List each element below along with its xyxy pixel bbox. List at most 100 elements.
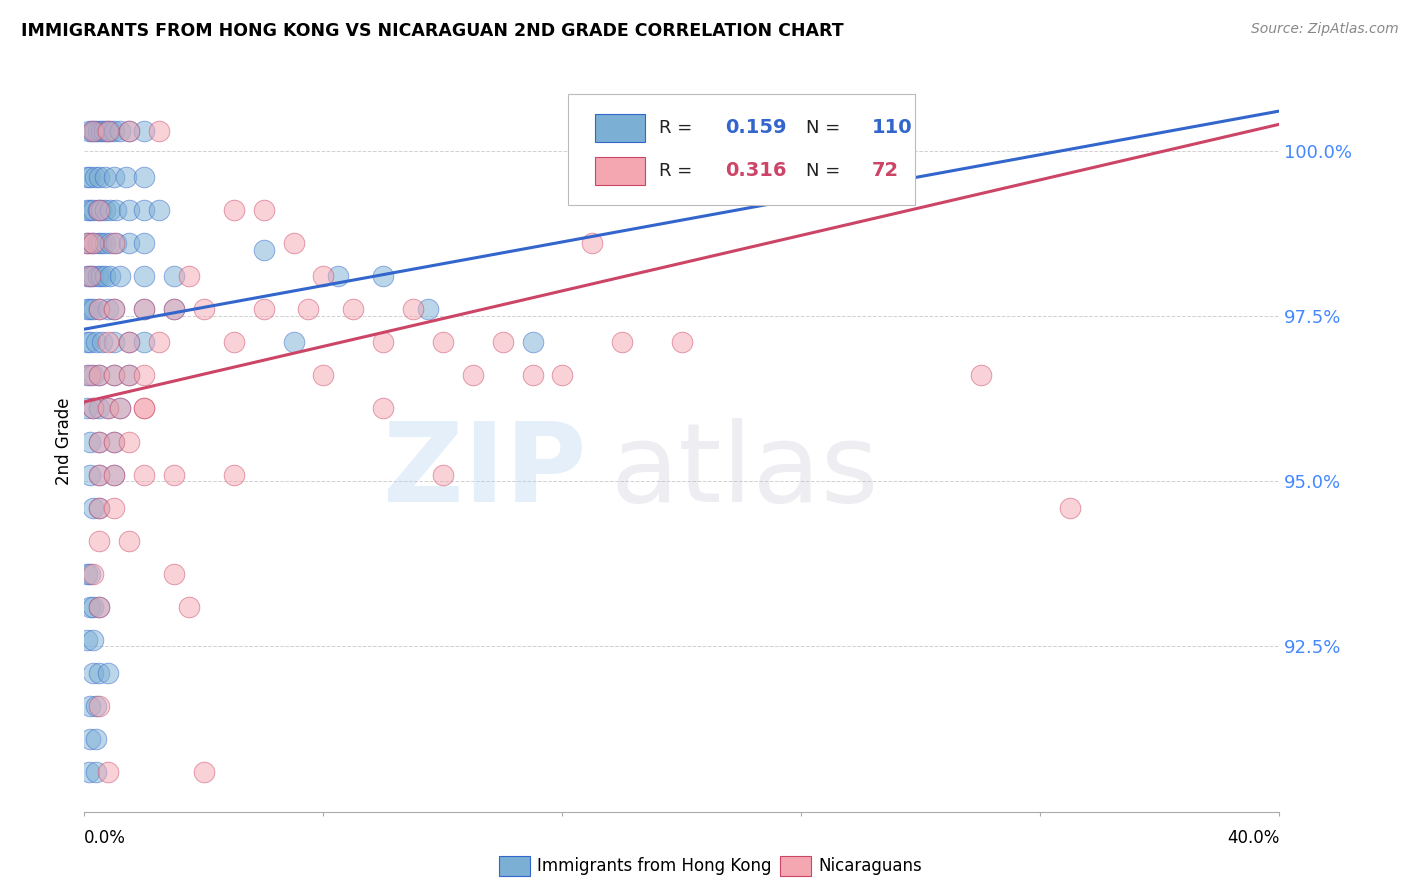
Point [76, 566, 98, 581]
Text: Immigrants from Hong Kong: Immigrants from Hong Kong [537, 857, 772, 875]
Text: ZIP: ZIP [382, 417, 586, 524]
Point [163, 269, 186, 284]
Point [103, 368, 125, 383]
Point [87, 203, 110, 218]
Point [132, 302, 156, 317]
Point [76, 269, 98, 284]
Point [82, 500, 104, 515]
Point [132, 302, 156, 317]
Point [283, 335, 305, 350]
Point [98, 269, 121, 284]
Point [79, 731, 101, 746]
Point [83, 124, 105, 138]
Point [91, 335, 114, 350]
Point [89, 500, 111, 515]
Point [132, 368, 156, 383]
Point [103, 124, 125, 138]
Point [82, 124, 104, 138]
Point [79, 698, 101, 713]
Point [89, 467, 111, 482]
Point [79, 599, 101, 614]
Bar [595, 113, 645, 142]
Point [163, 302, 186, 317]
Point [193, 765, 215, 780]
Point [97, 124, 120, 138]
Point [253, 203, 276, 218]
Point [148, 124, 170, 138]
Point [283, 236, 305, 251]
Point [104, 236, 127, 251]
Text: N =: N = [806, 119, 846, 136]
Point [90, 269, 112, 284]
Point [132, 467, 156, 482]
Point [79, 236, 101, 251]
Point [96, 124, 118, 138]
Point [731, 124, 754, 138]
Point [79, 566, 101, 581]
Point [89, 302, 111, 317]
Point [80, 124, 103, 138]
Point [79, 170, 101, 185]
Point [94, 269, 117, 284]
Point [163, 302, 186, 317]
Point [132, 170, 156, 185]
Point [103, 434, 125, 449]
Point [79, 203, 101, 218]
Point [118, 335, 141, 350]
Point [77, 765, 100, 780]
Point [89, 599, 111, 614]
Point [103, 467, 125, 482]
Text: R =: R = [659, 119, 699, 136]
Point [581, 236, 603, 251]
Point [132, 236, 156, 251]
Point [342, 302, 364, 317]
Text: N =: N = [806, 161, 846, 179]
Text: Source: ZipAtlas.com: Source: ZipAtlas.com [1251, 22, 1399, 37]
Point [118, 368, 141, 383]
Point [97, 302, 120, 317]
Point [177, 599, 200, 614]
Text: R =: R = [659, 161, 699, 179]
Point [253, 243, 276, 257]
Point [402, 302, 425, 317]
Point [97, 401, 120, 416]
Point [373, 335, 395, 350]
Point [115, 170, 138, 185]
Point [522, 368, 544, 383]
Point [373, 401, 395, 416]
Point [82, 599, 104, 614]
Point [177, 269, 200, 284]
Point [103, 467, 125, 482]
Point [89, 434, 111, 449]
Point [132, 203, 156, 218]
Point [148, 203, 170, 218]
Point [89, 203, 111, 218]
Point [76, 236, 98, 251]
Point [103, 170, 125, 185]
Point [820, 124, 842, 138]
Point [77, 124, 100, 138]
Point [82, 368, 104, 383]
Point [86, 765, 108, 780]
Point [89, 665, 111, 680]
Point [76, 632, 98, 647]
Text: 0.316: 0.316 [725, 161, 786, 180]
Point [118, 335, 141, 350]
Point [103, 302, 125, 317]
Point [612, 124, 634, 138]
Point [103, 434, 125, 449]
Point [612, 335, 634, 350]
Point [163, 467, 186, 482]
Text: IMMIGRANTS FROM HONG KONG VS NICARAGUAN 2ND GRADE CORRELATION CHART: IMMIGRANTS FROM HONG KONG VS NICARAGUAN … [21, 22, 844, 40]
Text: 0.0%: 0.0% [84, 829, 127, 847]
Point [97, 401, 120, 416]
Point [110, 401, 132, 416]
Point [104, 203, 127, 218]
Bar [595, 156, 645, 185]
Point [94, 236, 117, 251]
Point [90, 203, 112, 218]
Point [82, 566, 104, 581]
Point [492, 335, 515, 350]
Point [132, 401, 156, 416]
Point [103, 500, 125, 515]
